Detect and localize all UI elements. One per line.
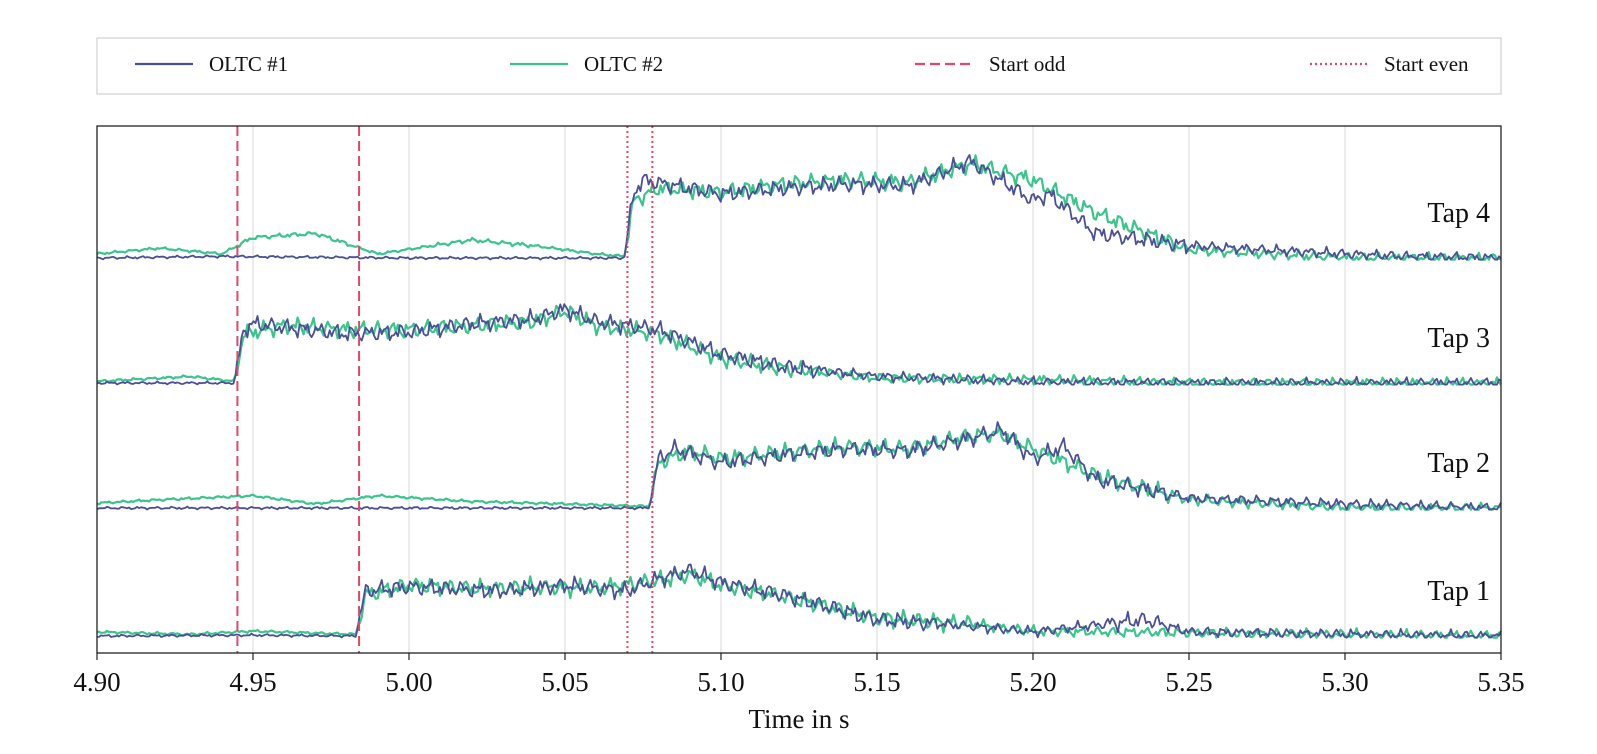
tap-label-tap-1: Tap 1 (1427, 576, 1490, 607)
series-tap-1-oltc-1 (96, 563, 1502, 639)
tick-label-5-10: 5.10 (697, 667, 744, 697)
tick-label-5-35: 5.35 (1477, 667, 1524, 697)
legend-label-oltc-1: OLTC #1 (209, 52, 288, 76)
legend-label-start-even: Start even (1384, 52, 1469, 76)
tick-label-5-15: 5.15 (853, 667, 900, 697)
tap-label-tap-3: Tap 3 (1427, 323, 1490, 354)
x-axis-label: Time in s (748, 704, 849, 734)
series-layer (96, 154, 1502, 639)
tap-label-tap-4: Tap 4 (1427, 198, 1490, 229)
legend-label-oltc-2: OLTC #2 (584, 52, 663, 76)
event-lines (236, 126, 654, 653)
series-tap-4-oltc-2 (96, 154, 1502, 261)
tick-label-5-30: 5.30 (1321, 667, 1368, 697)
series-tap-2-oltc-2 (96, 425, 1502, 511)
tick-label-5-25: 5.25 (1165, 667, 1212, 697)
tick-label-5-05: 5.05 (541, 667, 588, 697)
series-tap-2-oltc-1 (96, 421, 1502, 511)
grid-lines (96, 126, 1502, 653)
series-tap-3-oltc-2 (96, 304, 1502, 386)
legend-box (96, 37, 1502, 95)
tap-label-tap-2: Tap 2 (1427, 448, 1490, 479)
tap-labels: Tap 4 Tap 3 Tap 2 Tap 1 (1427, 198, 1490, 607)
tick-label-5-00: 5.00 (385, 667, 432, 697)
series-tap-1-oltc-2 (96, 568, 1502, 639)
series-tap-3-oltc-1 (96, 303, 1502, 386)
tick-label-4-95: 4.95 (229, 667, 276, 697)
tick-label-5-20: 5.20 (1009, 667, 1056, 697)
legend-label-start-odd: Start odd (989, 52, 1066, 76)
x-ticks: 4.90 4.95 5.00 5.05 5.10 5.15 5.20 5.25 5.30 5.35 (73, 653, 1525, 697)
series-tap-4-oltc-1 (96, 154, 1502, 261)
tick-label-4-90: 4.90 (73, 667, 120, 697)
legend: OLTC #1 OLTC #2 Start odd Start even (135, 52, 1469, 76)
plot-frame (96, 125, 1502, 654)
